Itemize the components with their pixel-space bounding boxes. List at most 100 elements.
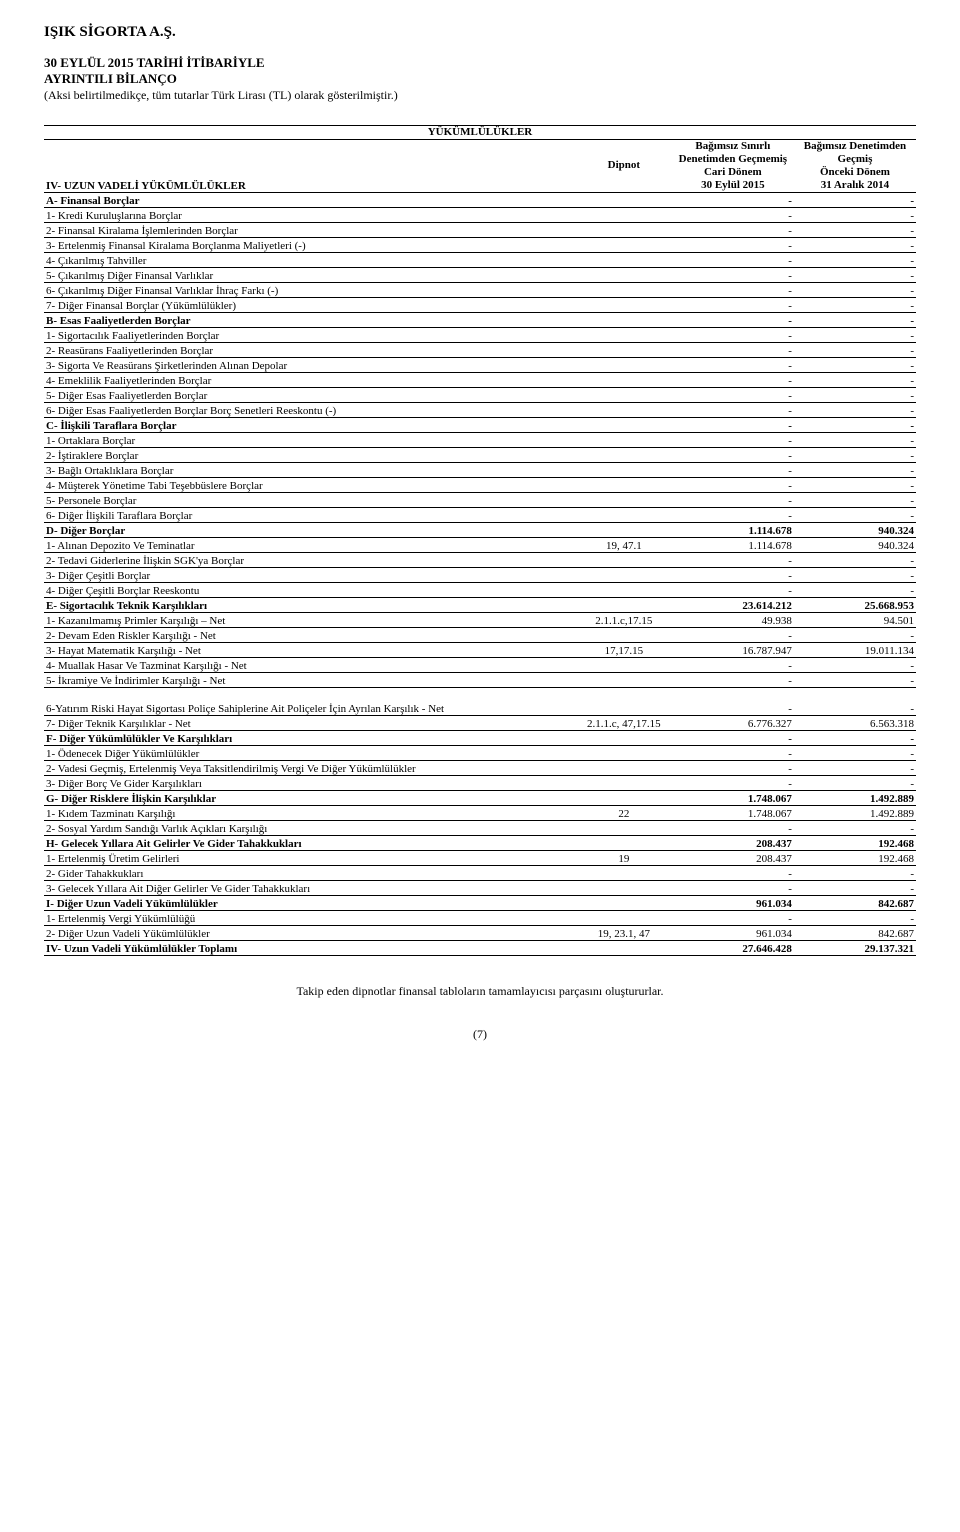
table-row: 1- Kıdem Tazminatı Karşılığı221.748.0671… — [44, 806, 916, 821]
row-previous: - — [910, 868, 914, 880]
row-label: 4- Muallak Hasar Ve Tazminat Karşılığı -… — [46, 660, 247, 672]
table-row: IV- Uzun Vadeli Yükümlülükler Toplamı 27.… — [44, 941, 916, 956]
doc-title-line1: 30 EYLÜL 2015 TARİHİ İTİBARİYLE — [44, 55, 916, 71]
row-label: 5- Personele Borçlar — [46, 495, 136, 507]
row-current: - — [788, 868, 792, 880]
row-previous: 842.687 — [878, 898, 914, 910]
table-row: 3- Hayat Matematik Karşılığı - Net17,17.… — [44, 643, 916, 658]
cur-h3: Cari Dönem — [704, 166, 762, 178]
row-current: - — [788, 375, 792, 387]
table-row: 2- Diğer Uzun Vadeli Yükümlülükler19, 23… — [44, 926, 916, 941]
table-row: 1- Ortaklara Borçlar-- — [44, 433, 916, 448]
row-label: 5- İkramiye Ve İndirimler Karşılığı - Ne… — [46, 675, 225, 687]
row-current: - — [788, 585, 792, 597]
table-row: 6- Çıkarılmış Diğer Finansal Varlıklar İ… — [44, 283, 916, 298]
row-previous: - — [910, 555, 914, 567]
row-dipnot: 17,17.15 — [605, 645, 644, 657]
row-previous: - — [910, 480, 914, 492]
row-previous: 192.468 — [878, 838, 914, 850]
company-name: IŞIK SİGORTA A.Ş. — [44, 24, 916, 41]
table-row: 1- Ertelenmiş Üretim Gelirleri19208.4371… — [44, 851, 916, 866]
row-previous: 940.324 — [878, 525, 914, 537]
cur-h4: 30 Eylül 2015 — [701, 179, 765, 191]
prev-h2: Geçmiş — [838, 153, 873, 165]
row-previous: - — [910, 405, 914, 417]
row-current: - — [788, 420, 792, 432]
row-label: 5- Diğer Esas Faaliyetlerden Borçlar — [46, 390, 207, 402]
row-current: - — [788, 510, 792, 522]
table-row: 5- İkramiye Ve İndirimler Karşılığı - Ne… — [44, 673, 916, 688]
table-row: 1- Ertelenmiş Vergi Yükümlülüğü-- — [44, 911, 916, 926]
row-current: 1.114.678 — [749, 525, 792, 537]
table-row: 2- Vadesi Geçmiş, Ertelenmiş Veya Taksit… — [44, 761, 916, 776]
row-label: 6- Diğer İlişkili Taraflara Borçlar — [46, 510, 192, 522]
row-label: F- Diğer Yükümlülükler Ve Karşılıkları — [46, 733, 232, 745]
table-row: 2- Gider Tahakkukları - - — [44, 866, 916, 881]
table-row: 7- Diğer Teknik Karşılıklar - Net2.1.1.c… — [44, 716, 916, 731]
row-current: - — [788, 255, 792, 267]
row-label: 1- Sigortacılık Faaliyetlerinden Borçlar — [46, 330, 219, 342]
balance-sheet-table: YÜKÜMLÜLÜKLER IV- UZUN VADELİ YÜKÜMLÜLÜK… — [44, 125, 916, 957]
row-current: 961.034 — [756, 898, 792, 910]
row-previous: - — [910, 748, 914, 760]
row-current: 1.114.678 — [748, 540, 792, 552]
row-current: - — [788, 390, 792, 402]
prev-h1: Bağımsız Denetimden — [804, 140, 906, 152]
row-previous: - — [910, 913, 914, 925]
row-current: 23.614.212 — [742, 600, 792, 612]
row-dipnot: 19 — [618, 853, 629, 865]
row-dipnot: 19, 23.1, 47 — [598, 928, 650, 940]
row-label: 2- Vadesi Geçmiş, Ertelenmiş Veya Taksit… — [46, 763, 416, 775]
table-row: 3- Diğer Borç Ve Gider Karşılıkları-- — [44, 776, 916, 791]
table-row: 3- Diğer Çeşitli Borçlar-- — [44, 568, 916, 583]
table-row: E- Sigortacılık Teknik Karşılıkları23.61… — [44, 598, 916, 613]
row-label: 7- Diğer Teknik Karşılıklar - Net — [46, 718, 191, 730]
row-current: - — [788, 555, 792, 567]
table-row: I- Diğer Uzun Vadeli Yükümlülükler 961.03… — [44, 896, 916, 911]
row-previous: - — [910, 465, 914, 477]
row-current: - — [788, 300, 792, 312]
row-label: 4- Çıkarılmış Tahviller — [46, 255, 146, 267]
row-label: B- Esas Faaliyetlerden Borçlar — [46, 315, 191, 327]
row-previous: 19.011.134 — [865, 645, 914, 657]
row-label: 1- Ertelenmiş Vergi Yükümlülüğü — [46, 913, 195, 925]
row-current: - — [788, 435, 792, 447]
table-row: 1- Alınan Depozito Ve Teminatlar19, 47.1… — [44, 538, 916, 553]
row-label: I- Diğer Uzun Vadeli Yükümlülükler — [46, 898, 218, 910]
row-current: 961.034 — [756, 928, 792, 940]
row-current: - — [788, 315, 792, 327]
page-number: (7) — [44, 1027, 916, 1042]
table-row: 3- Sigorta Ve Reasürans Şirketlerinden A… — [44, 358, 916, 373]
row-label: 4- Emeklilik Faaliyetlerinden Borçlar — [46, 375, 211, 387]
row-label: IV- Uzun Vadeli Yükümlülükler Toplamı — [46, 943, 237, 955]
row-current: - — [788, 703, 792, 715]
row-label: C- İlişkili Taraflara Borçlar — [46, 420, 176, 432]
row-label: 2- Finansal Kiralama İşlemlerinden Borçl… — [46, 225, 238, 237]
row-current: - — [788, 660, 792, 672]
row-current: 27.646.428 — [742, 943, 792, 955]
table-row: F- Diğer Yükümlülükler Ve Karşılıkları-- — [44, 731, 916, 746]
row-previous: 29.137.321 — [865, 943, 915, 955]
table-row: 4- Diğer Çeşitli Borçlar Reeskontu-- — [44, 583, 916, 598]
row-previous: - — [910, 450, 914, 462]
row-current: - — [788, 330, 792, 342]
row-label: G- Diğer Risklere İlişkin Karşılıklar — [46, 793, 216, 805]
row-previous: - — [910, 225, 914, 237]
row-current: 49.938 — [762, 615, 792, 627]
row-previous: - — [910, 585, 914, 597]
row-label: 2- Gider Tahakkukları — [46, 868, 143, 880]
row-previous: - — [910, 285, 914, 297]
table-row: 3- Bağlı Ortaklıklara Borçlar-- — [44, 463, 916, 478]
row-current: - — [788, 225, 792, 237]
row-label: 3- Diğer Çeşitli Borçlar — [46, 570, 150, 582]
row-label: A- Finansal Borçlar — [46, 195, 140, 207]
table-row: 5- Çıkarılmış Diğer Finansal Varlıklar-- — [44, 268, 916, 283]
doc-subtitle: (Aksi belirtilmedikçe, tüm tutarlar Türk… — [44, 88, 916, 103]
row-current: 1.748.067 — [748, 808, 792, 820]
table-row: B- Esas Faaliyetlerden Borçlar-- — [44, 313, 916, 328]
row-current: - — [788, 360, 792, 372]
table-row: 1- Kazanılmamış Primler Karşılığı – Net2… — [44, 613, 916, 628]
row-previous: - — [910, 435, 914, 447]
row-previous: 940.324 — [878, 540, 914, 552]
row-current: 16.787.947 — [742, 645, 792, 657]
